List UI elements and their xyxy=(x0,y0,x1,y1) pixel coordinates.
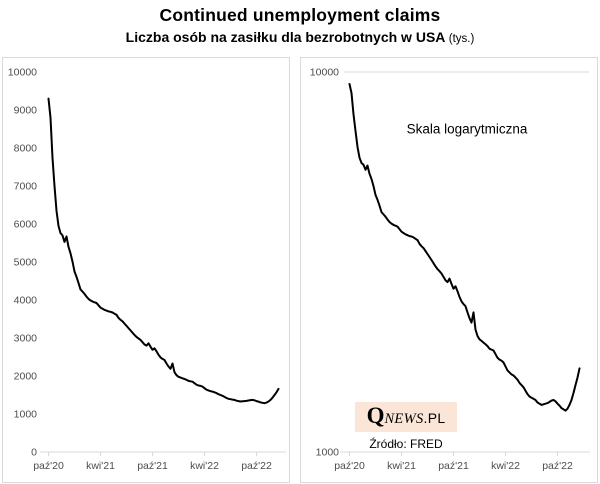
y-tick-label: 5000 xyxy=(14,257,38,269)
y-tick-label: 10000 xyxy=(310,67,339,79)
y-tick-label: 7000 xyxy=(14,181,38,193)
x-tick-label: paź'20 xyxy=(334,460,365,472)
y-tick-label: 9000 xyxy=(14,105,38,117)
log-chart-plot: paź'20 kwi'21 paź'21 kwi'22 paź'22 1000 10000 xyxy=(310,67,590,472)
y-tick-label: 4000 xyxy=(14,295,38,307)
log-chart-panel: paź'20 kwi'21 paź'21 kwi'22 paź'22 1000 10000 … xyxy=(300,57,598,483)
y-tick-label: 1000 xyxy=(14,409,38,421)
x-tick-label: paź'22 xyxy=(241,460,272,472)
y-tick-label: 1000 xyxy=(316,447,340,459)
y-tick-label: 2000 xyxy=(14,371,38,383)
y-tick-label: 0 xyxy=(31,447,37,459)
qnews-logo-pl: .PL xyxy=(423,410,446,426)
linear-chart-panel: paź'20 kwi'21 paź'21 kwi'22 paź'22 0 1000 2000 3… xyxy=(2,57,290,483)
x-tick-label: paź'21 xyxy=(438,460,469,472)
qnews-logo-news: NEWS xyxy=(384,411,424,427)
y-tick-label: 8000 xyxy=(14,143,38,155)
chart-title: Continued unemployment claims xyxy=(159,5,441,25)
x-tick-label: kwi'22 xyxy=(190,460,219,472)
x-tick-label: paź'21 xyxy=(137,460,168,472)
figure-header: Continued unemployment claims Liczba osó… xyxy=(0,0,600,45)
x-tick-label: paź'22 xyxy=(542,460,573,472)
chart-subtitle: Liczba osób na zasiłku dla bezrobotnych … xyxy=(0,29,600,45)
x-tick-label: kwi'22 xyxy=(491,460,520,472)
linear-chart-plot: paź'20 kwi'21 paź'21 kwi'22 paź'22 0 1000 2000 3… xyxy=(8,67,286,472)
chart-subtitle-main: Liczba osób na zasiłku dla bezrobotnych … xyxy=(125,29,445,45)
y-tick-label: 10000 xyxy=(8,67,37,79)
chart-panels: paź'20 kwi'21 paź'21 kwi'22 paź'22 0 1000 2000 3… xyxy=(2,57,598,483)
chart-subtitle-unit: (tys.) xyxy=(448,33,475,45)
qnews-logo: Q NEWS .PL xyxy=(355,402,457,432)
claims-line-log xyxy=(348,83,581,412)
source-label: Źródło: FRED xyxy=(369,437,443,451)
y-tick-label: 3000 xyxy=(14,333,38,345)
claims-line-linear xyxy=(47,97,280,405)
qnews-logo-q: Q xyxy=(366,403,385,428)
x-tick-label: kwi'21 xyxy=(86,460,115,472)
log-scale-annotation: Skala logarytmiczna xyxy=(406,121,528,137)
x-tick-label: paź'20 xyxy=(33,460,64,472)
y-tick-label: 6000 xyxy=(14,219,38,231)
x-tick-label: kwi'21 xyxy=(387,460,416,472)
